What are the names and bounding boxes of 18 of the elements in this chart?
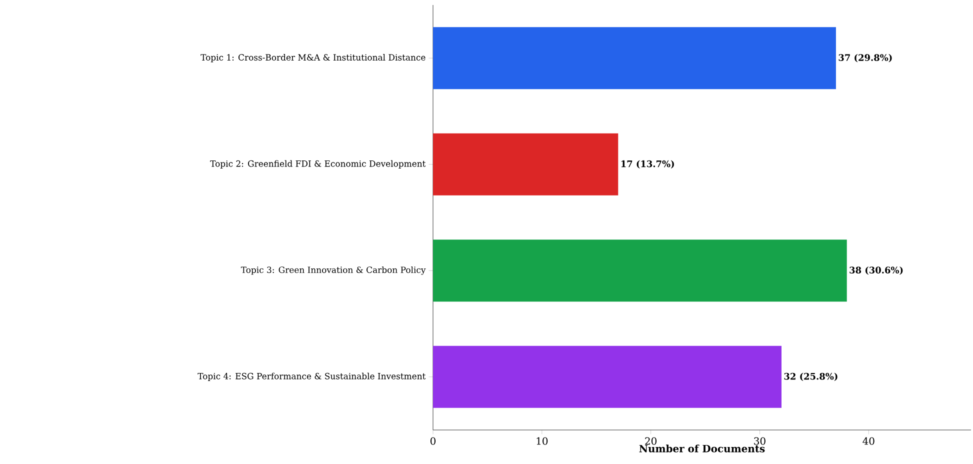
bar xyxy=(433,346,782,408)
bar xyxy=(433,133,618,196)
data-label: 32 (25.8%) xyxy=(784,372,838,381)
bar xyxy=(433,27,836,90)
y-tick-label: Topic 1: Cross-Border M&A & Institutional Distance xyxy=(200,54,426,62)
x-tick-label: 10 xyxy=(536,437,548,445)
x-tick-label: 40 xyxy=(862,437,874,445)
x-tick-label: 30 xyxy=(754,437,766,445)
y-tick-label: Topic 2: Greenfield FDI & Economic Development xyxy=(210,160,426,168)
y-tick-label: Topic 3: Green Innovation & Carbon Policy xyxy=(240,266,426,275)
data-label: 37 (29.8%) xyxy=(838,54,892,62)
x-tick-label: 0 xyxy=(430,437,436,445)
x-tick-label: 20 xyxy=(645,437,657,445)
y-tick-label: Topic 4: ESG Performance & Sustainable Investment xyxy=(198,372,426,381)
bar xyxy=(433,240,847,302)
x-axis-title: Number of Documents xyxy=(639,444,765,452)
data-label: 17 (13.7%) xyxy=(621,160,674,168)
data-label: 38 (30.6%) xyxy=(850,266,903,275)
